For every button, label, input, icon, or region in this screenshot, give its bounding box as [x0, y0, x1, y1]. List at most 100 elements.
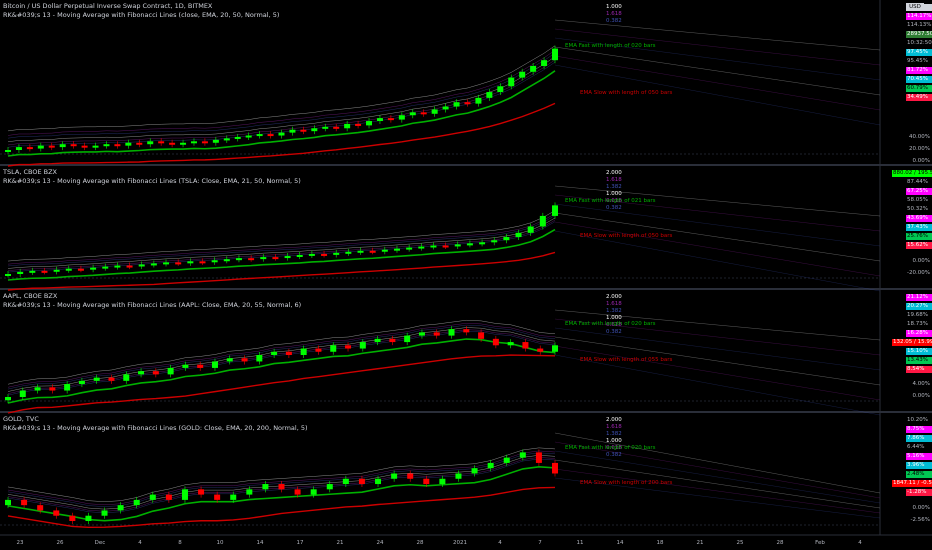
candle: [90, 267, 97, 270]
price-tag: 114.17%: [906, 13, 932, 20]
candle: [69, 515, 76, 521]
candle: [158, 141, 165, 144]
fib-level-label: 0.618: [606, 198, 622, 204]
fib-level-label: 1.000: [606, 315, 622, 321]
candle: [15, 147, 22, 150]
price-tag: 97.45%: [906, 49, 932, 56]
price-tag: 3.96%: [906, 462, 932, 469]
fib-line: [7, 452, 556, 507]
candle: [19, 390, 26, 397]
candle: [389, 338, 396, 343]
fib-line: [7, 447, 556, 502]
candle: [464, 102, 471, 105]
x-axis-label: 4: [858, 540, 862, 546]
candle: [308, 253, 315, 256]
candle: [503, 237, 510, 241]
fib-level-label: 2.000: [606, 417, 622, 423]
price-tag: 6.44%: [906, 444, 932, 451]
ema-slow-line: [7, 354, 556, 414]
fib-level-label: 0.382: [606, 18, 622, 24]
candle: [85, 515, 92, 521]
candle: [262, 484, 269, 490]
price-tag: 15.10%: [906, 348, 932, 355]
ema-fast-label: EMA Fast with length of 020 bars: [565, 445, 656, 451]
candle: [34, 387, 41, 391]
fib-projection-line: [554, 185, 881, 217]
fib-level-label: 1.382: [606, 431, 622, 437]
fib-line: [7, 215, 556, 267]
candle: [114, 144, 121, 147]
candle: [376, 118, 383, 122]
candle: [235, 258, 242, 261]
price-tag: 114.13%: [906, 22, 932, 29]
candle: [404, 335, 411, 343]
x-axis-label: 25: [736, 540, 744, 546]
candle: [310, 489, 317, 495]
x-axis-label: 4: [498, 540, 502, 546]
candle: [5, 499, 11, 506]
candle: [486, 92, 493, 98]
fib-projection-line: [554, 212, 881, 262]
candle: [271, 351, 278, 355]
price-tag: 60.79%: [906, 85, 932, 92]
candle: [163, 262, 170, 265]
candle: [333, 252, 340, 255]
price-tag: 81.72%: [906, 67, 932, 74]
pane-indicator-label: RK&#039;s 13 - Moving Average with Fibon…: [3, 424, 308, 432]
candle: [453, 102, 460, 107]
candle: [431, 109, 438, 114]
candle: [285, 351, 292, 355]
axis-label: 20.00%: [909, 146, 930, 152]
candle: [278, 132, 285, 136]
ema-slow-label: EMA Slow with length of 050 bars: [580, 90, 673, 96]
candle: [138, 371, 145, 375]
price-tag: 10:32:50: [906, 40, 932, 47]
candle: [387, 118, 394, 121]
price-tag: 13.43%: [906, 357, 932, 364]
x-axis-label: 11: [576, 540, 584, 546]
candle: [322, 126, 329, 129]
candle: [230, 494, 237, 500]
candle: [530, 65, 537, 72]
candle: [234, 136, 241, 139]
fib-projection-line: [554, 432, 881, 494]
fib-line: [7, 323, 556, 388]
price-tag: 25.76%: [906, 233, 932, 240]
x-axis-label: Feb: [815, 540, 825, 546]
candle: [393, 248, 400, 251]
currency-button[interactable]: USD: [906, 3, 924, 11]
candle: [471, 468, 478, 474]
fib-projection-line: [554, 221, 881, 277]
candle: [214, 494, 221, 500]
fib-projection-line: [554, 318, 881, 356]
fib-projection-line: [554, 194, 881, 232]
candle: [260, 257, 267, 260]
fib-projection-line: [554, 203, 881, 247]
candle: [212, 139, 219, 143]
candle: [149, 494, 156, 500]
fib-line: [7, 52, 556, 139]
candle: [552, 48, 558, 61]
x-axis-label: 24: [376, 540, 384, 546]
candle: [182, 364, 189, 368]
fib-projection-line: [554, 477, 881, 519]
candle: [423, 478, 430, 485]
candle: [300, 129, 307, 132]
candle: [169, 142, 176, 145]
candle: [37, 505, 44, 511]
candle: [358, 478, 365, 485]
axis-label: -20.00%: [907, 270, 930, 276]
candle: [53, 269, 60, 272]
candle: [475, 97, 482, 104]
ema-slow-label: EMA Slow with length of 050 bars: [580, 233, 673, 239]
candle: [117, 505, 124, 511]
candle: [326, 484, 333, 490]
ema-slow-line: [7, 486, 556, 529]
candle: [241, 358, 248, 362]
candle: [21, 499, 28, 506]
candle: [5, 150, 11, 152]
candle: [150, 263, 157, 266]
ema-slow-label: EMA Slow with length of 055 bars: [580, 357, 673, 363]
